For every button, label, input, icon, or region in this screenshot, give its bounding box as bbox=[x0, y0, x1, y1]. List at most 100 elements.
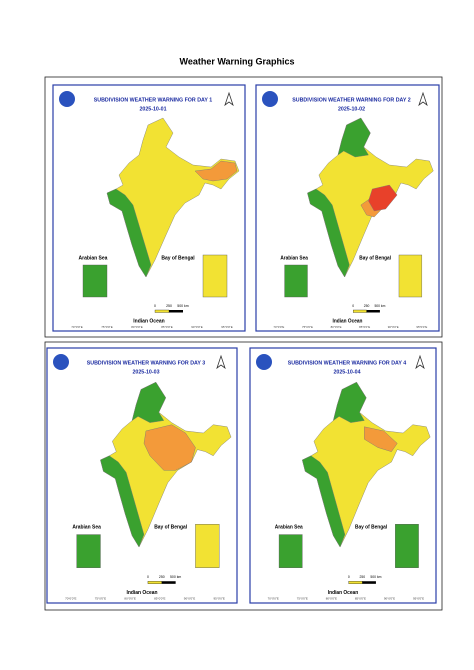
longitude-label: 85°0'0"E bbox=[359, 325, 370, 329]
scale-bar bbox=[353, 309, 367, 313]
scale-label: 250 bbox=[360, 575, 366, 579]
north-arrow bbox=[415, 354, 425, 370]
longitude-label: 90°0'0"E bbox=[191, 325, 203, 329]
longitude-label: 80°0'0"E bbox=[331, 325, 342, 329]
north-arrow bbox=[224, 91, 234, 107]
orange-region bbox=[194, 160, 238, 182]
scale-bar bbox=[366, 310, 380, 313]
ocean-label: Indian Ocean bbox=[127, 590, 158, 596]
longitude-label: 75°0'0"E bbox=[297, 597, 308, 601]
panel-date: 2025-10-03 bbox=[132, 369, 159, 375]
sea-label: Bay of Bengal bbox=[161, 255, 195, 261]
orange-region bbox=[364, 426, 398, 452]
longitude-label: 90°0'0"E bbox=[184, 597, 195, 601]
scale-bar bbox=[147, 581, 162, 584]
scale-label: 250 bbox=[364, 304, 370, 308]
longitude-label: 80°0'0"E bbox=[124, 597, 135, 601]
sea-label: Bay of Bengal bbox=[355, 525, 388, 531]
india-map: Arabian Sea Bay of Bengal Indian Ocean 0 250… bbox=[273, 117, 434, 329]
scale-label: 500 km bbox=[374, 304, 385, 308]
green-region bbox=[307, 188, 350, 278]
scale-bar bbox=[154, 309, 170, 313]
longitude-label: 70°0'0"E bbox=[273, 325, 284, 329]
panel-date: 2025-10-04 bbox=[333, 369, 360, 375]
scale-label: 0 bbox=[154, 304, 156, 308]
scale-bar bbox=[362, 581, 376, 584]
north-arrow bbox=[418, 91, 428, 107]
frame-top bbox=[44, 76, 443, 338]
india-map: Arabian Sea Bay of Bengal Indian Ocean 0 250… bbox=[65, 381, 232, 601]
lakshadweep-inset bbox=[284, 264, 308, 298]
longitude-label: 95°0'0"E bbox=[416, 325, 427, 329]
scale-label: 0 bbox=[147, 575, 149, 579]
green-region bbox=[100, 455, 145, 548]
green-region bbox=[106, 188, 152, 278]
imd-logo bbox=[256, 354, 272, 370]
red-region bbox=[368, 184, 398, 212]
longitude-label: 90°0'0"E bbox=[384, 597, 395, 601]
longitude-label: 70°0'0"E bbox=[65, 597, 76, 601]
ocean-label: Indian Ocean bbox=[133, 318, 164, 324]
scale-label: 250 bbox=[166, 304, 172, 308]
green-region bbox=[337, 117, 371, 158]
lakshadweep-inset bbox=[278, 534, 303, 568]
green-region bbox=[131, 381, 166, 423]
panel-title: SUBDIVISION WEATHER WARNING FOR DAY 3 bbox=[87, 360, 206, 366]
scale-label: 500 km bbox=[370, 575, 381, 579]
longitude-label: 95°0'0"E bbox=[221, 325, 233, 329]
map-panel: SUBDIVISION WEATHER WARNING FOR DAY 1 202… bbox=[52, 84, 246, 332]
longitude-label: 85°0'0"E bbox=[161, 325, 173, 329]
andaman-inset bbox=[395, 524, 419, 568]
sea-label: Arabian Sea bbox=[275, 525, 303, 531]
india-map: Arabian Sea Bay of Bengal Indian Ocean 0 250… bbox=[268, 381, 431, 601]
panels: SUBDIVISION WEATHER WARNING FOR DAY 1 202… bbox=[46, 84, 440, 604]
sea-label: Bay of Bengal bbox=[359, 255, 391, 261]
map-panel: SUBDIVISION WEATHER WARNING FOR DAY 2 202… bbox=[255, 84, 440, 332]
scale-label: 0 bbox=[348, 575, 350, 579]
panel-title: SUBDIVISION WEATHER WARNING FOR DAY 1 bbox=[94, 97, 213, 103]
longitude-label: 80°0'0"E bbox=[326, 597, 337, 601]
longitude-label: 95°0'0"E bbox=[413, 597, 424, 601]
andaman-inset bbox=[202, 254, 228, 298]
longitude-label: 95°0'0"E bbox=[214, 597, 225, 601]
ocean-label: Indian Ocean bbox=[333, 318, 363, 324]
frame-bottom bbox=[44, 341, 443, 611]
panel-title: SUBDIVISION WEATHER WARNING FOR DAY 2 bbox=[292, 97, 411, 103]
imd-logo bbox=[59, 91, 75, 107]
andaman-inset bbox=[398, 254, 423, 298]
lakshadweep-inset bbox=[82, 264, 108, 298]
longitude-label: 70°0'0"E bbox=[71, 325, 83, 329]
scale-label: 250 bbox=[159, 575, 165, 579]
sea-label: Arabian Sea bbox=[72, 525, 101, 531]
longitude-label: 70°0'0"E bbox=[268, 597, 279, 601]
andaman-inset bbox=[195, 524, 220, 568]
imd-logo bbox=[53, 354, 69, 370]
longitude-label: 75°0'0"E bbox=[302, 325, 313, 329]
orange-region bbox=[143, 424, 196, 471]
longitude-label: 75°0'0"E bbox=[95, 597, 106, 601]
green-region bbox=[332, 381, 367, 423]
map-panel: SUBDIVISION WEATHER WARNING FOR DAY 4 202… bbox=[249, 347, 437, 604]
panel-date: 2025-10-02 bbox=[338, 106, 365, 112]
panel-date: 2025-10-01 bbox=[139, 106, 166, 112]
scale-label: 0 bbox=[352, 304, 354, 308]
map-panel: SUBDIVISION WEATHER WARNING FOR DAY 3 202… bbox=[46, 347, 238, 604]
scale-bar bbox=[169, 310, 183, 313]
green-region bbox=[302, 455, 346, 548]
longitude-label: 85°0'0"E bbox=[355, 597, 366, 601]
longitude-label: 90°0'0"E bbox=[388, 325, 399, 329]
scale-bar bbox=[161, 581, 176, 584]
north-arrow bbox=[216, 354, 226, 370]
sea-label: Arabian Sea bbox=[280, 255, 308, 261]
longitude-label: 80°0'0"E bbox=[131, 325, 143, 329]
sea-label: Arabian Sea bbox=[79, 255, 108, 261]
panel-title: SUBDIVISION WEATHER WARNING FOR DAY 4 bbox=[288, 360, 407, 366]
scale-label: 500 km bbox=[177, 304, 189, 308]
ocean-label: Indian Ocean bbox=[328, 590, 358, 596]
page-title: Weather Warning Graphics bbox=[179, 56, 294, 66]
longitude-label: 85°0'0"E bbox=[154, 597, 165, 601]
longitude-label: 75°0'0"E bbox=[101, 325, 113, 329]
imd-logo bbox=[262, 91, 278, 107]
